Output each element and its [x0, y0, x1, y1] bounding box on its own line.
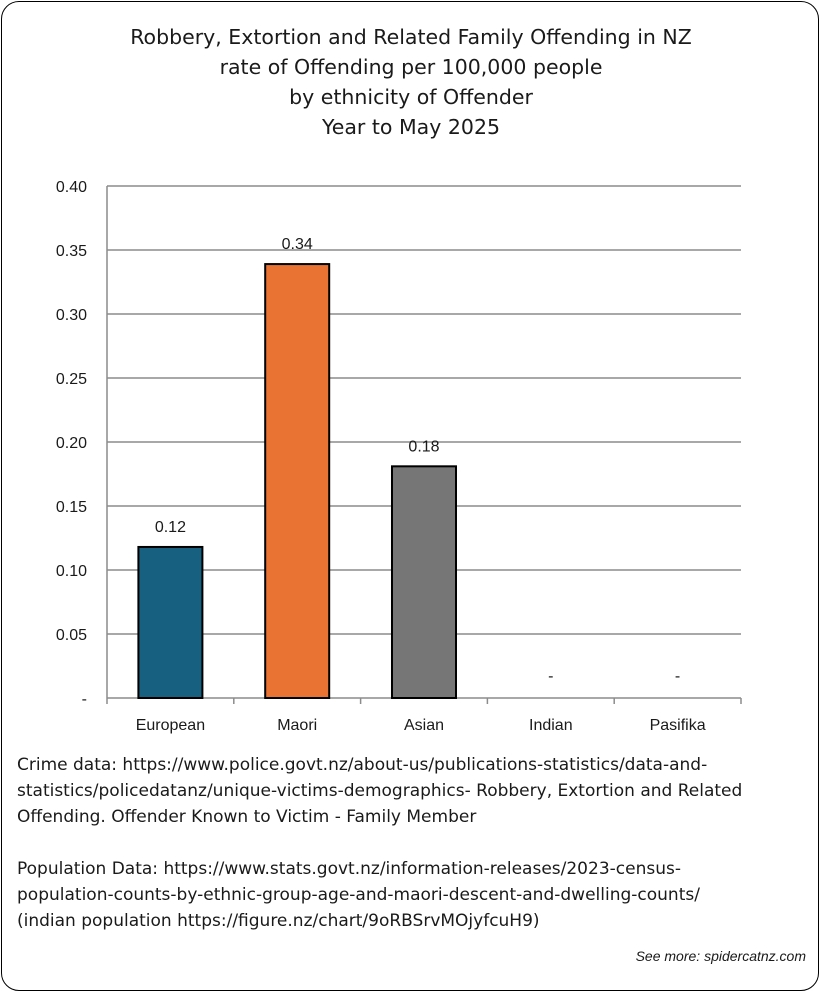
crime-note-line-1: Crime data: https://www.police.govt.nz/a…	[17, 755, 708, 775]
crime-note-line-2: statistics/policedatanz/unique-victims-d…	[17, 781, 743, 801]
y-tick-label: 0.10	[56, 563, 87, 580]
y-tick-label: 0.05	[56, 627, 87, 644]
x-tick-label-indian: Indian	[529, 717, 573, 734]
title-line-4: Year to May 2025	[321, 115, 501, 139]
bar-asian	[391, 465, 457, 699]
title-line-3: by ethnicity of Offender	[289, 85, 533, 109]
title-line-2: rate of Offending per 100,000 people	[219, 55, 603, 79]
bar-european	[137, 545, 204, 700]
y-tick-label: 0.30	[56, 307, 87, 324]
crime-note-line-3: Offending. Offender Known to Victim - Fa…	[17, 807, 477, 827]
population-note-line-2: population-counts-by-ethnic-group-age-an…	[17, 885, 700, 905]
y-tick-label: -	[82, 691, 87, 708]
data-label-maori: 0.34	[282, 236, 313, 253]
data-label-pasifika: -	[675, 668, 680, 685]
data-label-european: 0.12	[155, 519, 186, 536]
population-note-line-3: (indian population https://figure.nz/cha…	[17, 911, 540, 931]
chart-title: Robbery, Extortion and Related Family Of…	[0, 22, 822, 142]
data-label-indian: -	[548, 668, 553, 685]
footer-credit: See more: spidercatnz.com	[635, 948, 806, 964]
y-tick-label: 0.15	[56, 499, 87, 516]
title-line-1: Robbery, Extortion and Related Family Of…	[130, 25, 692, 49]
y-tick-label: 0.40	[56, 179, 87, 196]
population-note-line-1: Population Data: https://www.stats.govt.…	[17, 859, 681, 879]
source-notes: Crime data: https://www.police.govt.nz/a…	[17, 752, 817, 934]
y-tick-label: 0.25	[56, 371, 87, 388]
data-label-asian: 0.18	[408, 438, 439, 455]
y-tick-label: 0.20	[56, 435, 87, 452]
bar-chart: - 0.05 0.10 0.15 0.20 0.25 0.30 0.35 0.40 0.12 Eur…	[56, 179, 742, 734]
bar-maori	[264, 263, 331, 699]
x-tick-label-asian: Asian	[404, 717, 444, 734]
x-tick-label-maori: Maori	[277, 717, 317, 734]
x-tick-label-pasifika: Pasifika	[650, 717, 706, 734]
y-tick-label: 0.35	[56, 243, 87, 260]
x-tick-label-european: European	[136, 717, 205, 734]
